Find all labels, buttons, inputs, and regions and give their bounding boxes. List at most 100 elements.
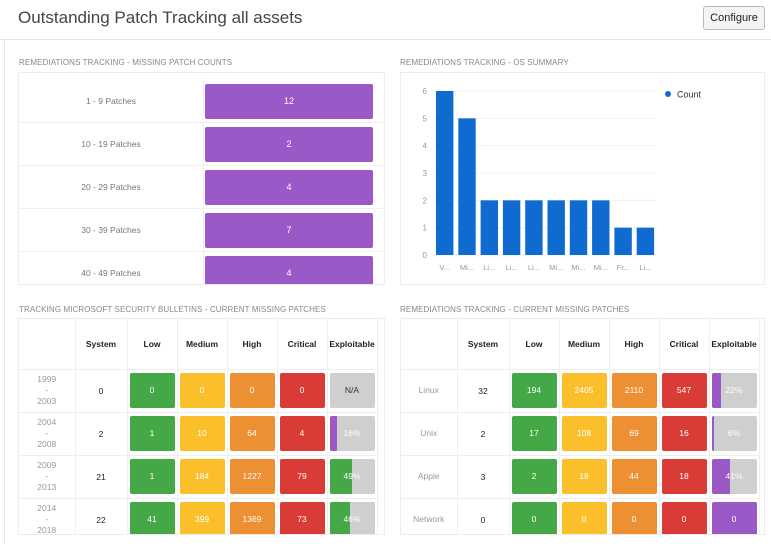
critical-cell[interactable]: 547 (661, 373, 707, 408)
low-cell[interactable]: 2 (511, 459, 557, 494)
bar[interactable] (436, 91, 454, 255)
table-row: Network 0 0 0 0 0 0 (401, 498, 760, 534)
high-cell[interactable]: 1227 (229, 459, 275, 494)
bar[interactable] (592, 200, 610, 255)
patch-range-label: 30 - 39 Patches (19, 209, 204, 252)
exploitable-value: 16% (343, 428, 361, 438)
patch-count-bar[interactable]: 4 (205, 256, 373, 284)
exploitable-cell[interactable]: 49% (329, 459, 375, 494)
configure-button[interactable]: Configure (703, 6, 765, 30)
row-label: 2009 (37, 460, 57, 470)
medium-cell[interactable]: 2405 (561, 373, 607, 408)
low-cell[interactable]: 1 (129, 459, 175, 494)
exploitable-fill (329, 459, 352, 494)
patch-range-label: 40 - 49 Patches (19, 252, 204, 284)
exploitable-cell[interactable]: 16% (329, 416, 375, 451)
patch-count-row: 1 - 9 Patches 12 (19, 80, 384, 123)
current-missing-title: REMEDIATIONS TRACKING - CURRENT MISSING … (400, 305, 630, 314)
bar[interactable] (569, 200, 588, 255)
exploitable-fill (711, 502, 757, 534)
row-label-end: 2018 (37, 525, 57, 535)
bar[interactable] (636, 227, 655, 255)
exploitable-cell[interactable]: 41% (711, 459, 757, 494)
bar[interactable] (502, 200, 521, 255)
critical-cell[interactable]: 16 (661, 416, 707, 451)
row-label: Unix (420, 428, 438, 438)
patch-count-bar[interactable]: 7 (205, 213, 373, 248)
divider (4, 40, 5, 544)
bar[interactable] (547, 200, 565, 255)
patch-counts-title: REMEDIATIONS TRACKING - MISSING PATCH CO… (19, 58, 233, 67)
low-cell[interactable]: 1 (129, 416, 175, 451)
x-tick-label: Fr... (617, 263, 630, 272)
bar[interactable] (458, 118, 476, 255)
y-tick-label: 6 (423, 87, 428, 96)
x-tick-label: Li... (528, 263, 540, 272)
legend-marker (665, 91, 671, 97)
x-tick-label: Mi... (594, 263, 608, 272)
low-cell[interactable]: 194 (511, 373, 557, 408)
row-label-cell: 2004-2008 (19, 412, 76, 456)
system-count: 3 (457, 455, 510, 499)
medium-cell[interactable]: 399 (179, 502, 225, 534)
medium-cell[interactable]: 184 (179, 459, 225, 494)
low-cell[interactable]: 17 (511, 416, 557, 451)
high-cell[interactable]: 2110 (611, 373, 657, 408)
x-tick-label: Mi... (571, 263, 585, 272)
system-count: 0 (457, 498, 510, 534)
row-label-dash: - (45, 385, 49, 395)
bar[interactable] (614, 227, 632, 255)
row-label: Network (413, 514, 445, 524)
high-cell[interactable]: 0 (229, 373, 275, 408)
column-header: Exploitable (709, 319, 760, 370)
critical-cell[interactable]: 73 (279, 502, 325, 534)
bar[interactable] (525, 200, 543, 255)
exploitable-cell[interactable]: 22% (711, 373, 757, 408)
high-cell[interactable]: 69 (611, 416, 657, 451)
row-label-dash: - (45, 471, 49, 481)
os-summary-chart: 0 1 2 3 4 5 6 V... Mi... Li... Li... Li... Mi... Mi..… (423, 87, 702, 272)
critical-cell[interactable]: 18 (661, 459, 707, 494)
critical-cell[interactable]: 0 (661, 502, 707, 534)
exploitable-fill (711, 459, 730, 494)
x-tick-label: Mi... (549, 263, 563, 272)
critical-cell[interactable]: 0 (279, 373, 325, 408)
x-tick-label: Li... (506, 263, 518, 272)
exploitable-fill (329, 416, 337, 451)
patch-count-bar[interactable]: 2 (205, 127, 373, 162)
row-label: 2004 (37, 417, 57, 427)
medium-cell[interactable]: 10 (179, 416, 225, 451)
low-cell[interactable]: 0 (129, 373, 175, 408)
row-label-end: 2008 (37, 439, 57, 449)
table-row: 2004-2008 2 1 10 64 4 16% (19, 412, 378, 456)
medium-cell[interactable]: 18 (561, 459, 607, 494)
medium-cell[interactable]: 0 (561, 502, 607, 534)
exploitable-cell[interactable]: N/A (329, 373, 375, 408)
column-header: Exploitable (327, 319, 378, 370)
exploitable-value: 0 (731, 514, 737, 524)
high-cell[interactable]: 64 (229, 416, 275, 451)
column-header: Medium (177, 319, 228, 370)
system-count: 32 (457, 369, 510, 413)
x-tick-label: Li... (639, 263, 651, 272)
bar[interactable] (480, 200, 498, 255)
system-count: 22 (75, 498, 128, 534)
medium-cell[interactable]: 108 (561, 416, 607, 451)
patch-count-bar[interactable]: 4 (205, 170, 373, 205)
column-header: Critical (277, 319, 328, 370)
high-cell[interactable]: 44 (611, 459, 657, 494)
patch-count-bar[interactable]: 12 (205, 84, 373, 119)
low-cell[interactable]: 0 (511, 502, 557, 534)
high-cell[interactable]: 0 (611, 502, 657, 534)
medium-cell[interactable]: 0 (179, 373, 225, 408)
critical-cell[interactable]: 4 (279, 416, 325, 451)
critical-cell[interactable]: 79 (279, 459, 325, 494)
exploitable-cell[interactable]: 46% (329, 502, 375, 534)
low-cell[interactable]: 41 (129, 502, 175, 534)
high-cell[interactable]: 1369 (229, 502, 275, 534)
os-summary-title: REMEDIATIONS TRACKING - OS SUMMARY (400, 58, 569, 67)
exploitable-cell[interactable]: 0 (711, 502, 757, 534)
exploitable-value: 22% (725, 385, 743, 395)
exploitable-cell[interactable]: 6% (711, 416, 757, 451)
legend-label[interactable]: Count (677, 90, 702, 100)
